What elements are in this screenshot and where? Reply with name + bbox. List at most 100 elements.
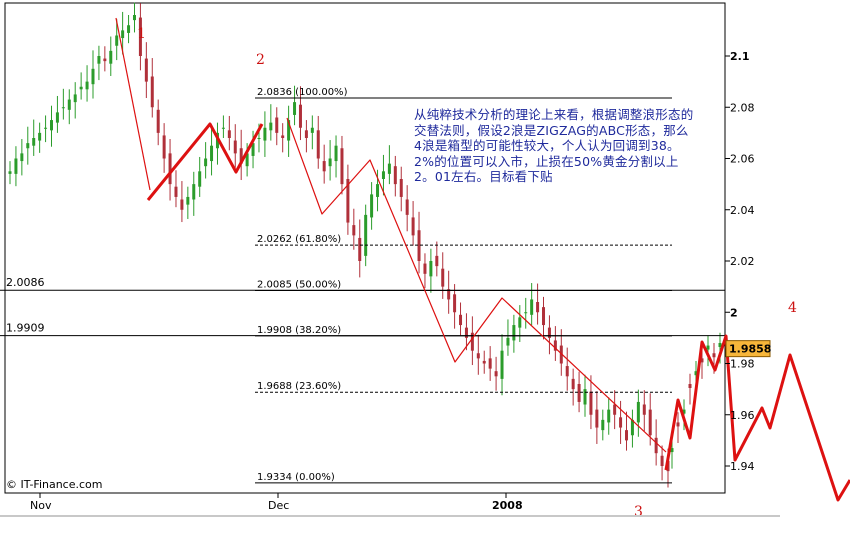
- candle-body: [630, 419, 634, 436]
- fib-level-label: 2.0836 (100.00%): [257, 87, 348, 98]
- fib-level-label: 1.9334 (0.00%): [257, 472, 335, 483]
- candle-body: [660, 455, 664, 466]
- wave-label-2: 2: [256, 52, 265, 68]
- candle-body: [328, 158, 332, 167]
- candle-body: [310, 127, 314, 133]
- candle-body: [275, 117, 279, 133]
- candle-body: [121, 30, 125, 39]
- y-tick-label: 1.98: [730, 358, 755, 371]
- candle-body: [245, 153, 249, 167]
- candle-body: [482, 360, 486, 364]
- candle-body: [405, 199, 409, 215]
- x-axis: Nov Dec 2008: [30, 493, 523, 512]
- candle-body: [61, 107, 65, 109]
- candle-body: [204, 158, 208, 167]
- candle-body: [8, 171, 12, 174]
- candle-body: [162, 135, 166, 159]
- candle-body: [682, 409, 686, 414]
- candle-body: [642, 404, 646, 415]
- candle-body: [654, 437, 658, 454]
- candle-body: [67, 99, 71, 110]
- y-tick-label: 2.04: [730, 204, 755, 217]
- candle-body: [518, 317, 522, 328]
- y-tick-label: 2.1: [730, 50, 750, 63]
- candle-body: [103, 58, 107, 62]
- candle-body: [476, 353, 480, 359]
- candle-body: [14, 158, 18, 174]
- candle-body: [536, 302, 540, 313]
- candle-body: [524, 312, 528, 314]
- candle-body: [127, 25, 131, 33]
- candle-body: [441, 268, 445, 287]
- candle-body: [670, 448, 674, 453]
- candle-body: [55, 112, 59, 123]
- candle-body: [358, 237, 362, 261]
- candle-body: [150, 76, 154, 108]
- candle-body: [269, 122, 273, 131]
- candle-body: [583, 389, 587, 405]
- candle-body: [364, 214, 368, 256]
- candle-body: [263, 127, 267, 141]
- candle-body: [293, 102, 297, 115]
- fib-level-label: 2.0262 (61.80%): [257, 234, 341, 245]
- candle-body: [636, 401, 640, 423]
- candle-body: [352, 225, 356, 236]
- candle-body: [239, 148, 243, 164]
- candle-body: [233, 140, 237, 154]
- candle-body: [694, 371, 698, 376]
- candle-body: [168, 153, 172, 185]
- candle-body: [512, 325, 516, 341]
- candle-body: [712, 353, 716, 358]
- wave-4-projection: [664, 334, 850, 502]
- candle-body: [38, 132, 42, 141]
- candle-body: [381, 171, 385, 179]
- candle-body: [144, 58, 148, 82]
- candle-body: [488, 358, 492, 369]
- candle-body: [281, 135, 285, 138]
- y-tick-label: 2: [730, 306, 738, 319]
- candle-body: [186, 196, 190, 205]
- candle-body: [553, 340, 557, 351]
- candle-body: [706, 345, 710, 350]
- candle-body: [174, 186, 178, 197]
- candle-body: [718, 343, 722, 347]
- fib-level-label: 1.9908 (38.20%): [257, 325, 341, 336]
- horizontal-line-label: 1.9909: [6, 322, 45, 335]
- candle-body: [601, 419, 605, 431]
- candle-body: [559, 345, 563, 364]
- candle-body: [287, 120, 291, 141]
- candle-body: [613, 404, 617, 415]
- candle-body: [500, 350, 504, 379]
- y-tick-label: 1.94: [730, 460, 755, 473]
- candle-body: [648, 409, 652, 436]
- wave-drawings: [115, 17, 850, 502]
- candle-body: [298, 104, 302, 128]
- candle-body: [688, 384, 692, 388]
- wave-3-line: [286, 117, 667, 453]
- candle-body: [32, 138, 36, 146]
- candle-body: [577, 384, 581, 402]
- candle-body: [387, 163, 391, 174]
- candle-body: [417, 230, 421, 261]
- candle-body: [304, 130, 308, 138]
- candle-body: [700, 358, 704, 363]
- wave-2-zigzag: [146, 122, 264, 201]
- y-tick-label: 2.06: [730, 153, 755, 166]
- candle-body: [251, 143, 255, 156]
- candle-body: [73, 94, 77, 103]
- candle-body: [79, 86, 83, 90]
- candle-body: [589, 391, 593, 415]
- analysis-annotation-text: 从纯粹技术分析的理论上来看，根据调整浪形态的交替法则，假设2浪是ZIGZAG的A…: [414, 107, 694, 184]
- candle-body: [464, 327, 468, 338]
- candle-body: [340, 148, 344, 185]
- candle-body: [227, 130, 231, 138]
- y-tick-label: 2.02: [730, 255, 755, 268]
- fibonacci-levels: 2.0836 (100.00%) 2.0262 (61.80%) 2.0085 (5…: [255, 87, 672, 484]
- horizontal-line-label: 2.0086: [6, 276, 45, 289]
- wave-label-1: 1: [137, 26, 146, 42]
- candle-body: [542, 307, 546, 326]
- candle-body: [619, 417, 623, 428]
- candle-body: [138, 17, 142, 56]
- candle-body: [607, 409, 611, 423]
- candle-body: [192, 184, 196, 200]
